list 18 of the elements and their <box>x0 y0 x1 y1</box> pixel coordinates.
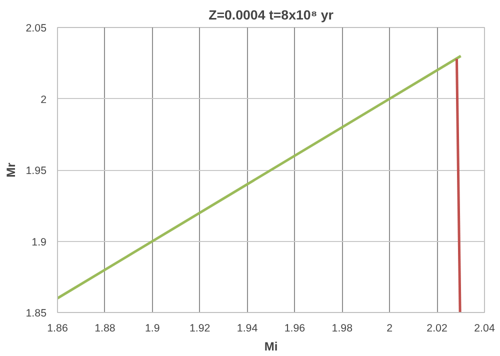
x-tick-label: 1.92 <box>189 322 210 334</box>
x-tick-label: 1.94 <box>236 322 258 334</box>
y-tick-label: 2.05 <box>26 22 47 34</box>
y-tick-label: 1.9 <box>32 236 47 248</box>
x-tick-label: 2.02 <box>426 322 448 334</box>
chart-title: Z=0.0004 t=8x10⁸ yr <box>208 8 334 22</box>
x-tick-label: 1.88 <box>94 322 116 334</box>
x-tick-label: 1.98 <box>332 322 353 334</box>
y-tick-label: 1.95 <box>26 165 47 177</box>
y-tick-label: 1.85 <box>26 308 47 320</box>
x-axis-title: Mi <box>264 340 278 354</box>
x-tick-label: 1.9 <box>144 322 160 334</box>
y-axis-title: Mr <box>4 162 18 178</box>
x-tick-label: 2.04 <box>474 322 495 334</box>
x-tick-label: 2 <box>386 322 393 334</box>
y-tick-label: 2 <box>40 94 47 106</box>
x-tick-label: 1.86 <box>47 322 68 334</box>
x-tick-label: 1.96 <box>284 322 306 334</box>
